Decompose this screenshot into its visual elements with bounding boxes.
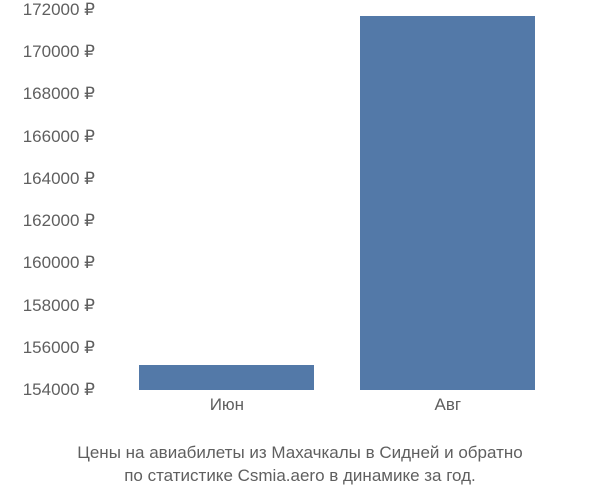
y-tick-label: 162000 ₽ bbox=[0, 211, 95, 231]
chart-container: 154000 ₽ 156000 ₽ 158000 ₽ 160000 ₽ 162000 ₽… bbox=[0, 0, 600, 440]
y-tick-label: 154000 ₽ bbox=[0, 380, 95, 400]
bar bbox=[139, 365, 314, 390]
caption-line-1: Цены на авиабилеты из Махачкалы в Сидней… bbox=[0, 442, 600, 465]
plot-area bbox=[100, 10, 570, 390]
y-tick-label: 166000 ₽ bbox=[0, 127, 95, 147]
y-tick-label: 170000 ₽ bbox=[0, 42, 95, 62]
y-tick-label: 160000 ₽ bbox=[0, 253, 95, 273]
y-tick-label: 172000 ₽ bbox=[0, 0, 95, 20]
chart-caption: Цены на авиабилеты из Махачкалы в Сидней… bbox=[0, 442, 600, 488]
x-axis: Июн Авг bbox=[100, 395, 570, 425]
y-axis: 154000 ₽156000 ₽158000 ₽160000 ₽162000 ₽… bbox=[0, 10, 95, 390]
x-tick-label: Авг bbox=[435, 395, 462, 415]
y-tick-label: 158000 ₽ bbox=[0, 296, 95, 316]
x-tick-label: Июн bbox=[210, 395, 244, 415]
y-tick-label: 168000 ₽ bbox=[0, 84, 95, 104]
bar bbox=[360, 16, 535, 390]
y-tick-label: 164000 ₽ bbox=[0, 169, 95, 189]
y-tick-label: 156000 ₽ bbox=[0, 338, 95, 358]
caption-line-2: по статистике Csmia.aero в динамике за г… bbox=[0, 465, 600, 488]
